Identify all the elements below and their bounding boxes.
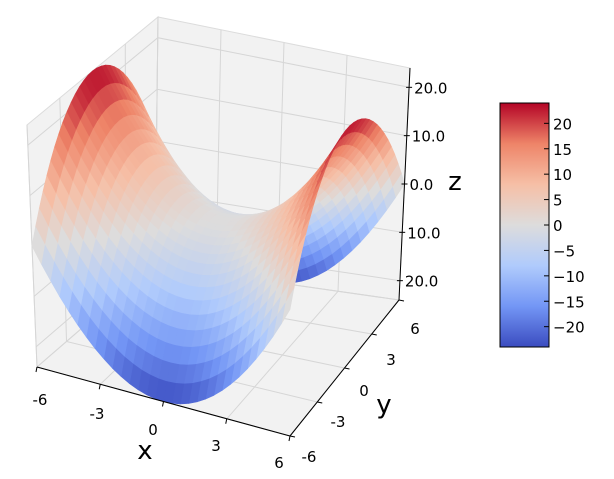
colorbar-gradient <box>499 102 550 348</box>
x-tick-mark <box>98 384 101 390</box>
colorbar-tick-label: 20 <box>553 115 572 133</box>
x-axis-ticks: -6 -3 0 3 6 <box>33 366 291 472</box>
x-tick-mark <box>225 418 228 424</box>
x-tick-label: 6 <box>274 454 284 472</box>
x-axis-label: x <box>137 436 152 466</box>
surface <box>31 64 405 405</box>
z-tick-label: 20.0 <box>414 79 447 97</box>
z-axis-label: z <box>448 167 462 197</box>
x-tick-mark <box>35 366 38 373</box>
y-tick-label: -3 <box>331 413 346 431</box>
z-tick-label: 10.0 <box>407 224 440 242</box>
colorbar-ticks: 20 15 10 5 0 −5 −10 −15 −20 <box>544 115 585 337</box>
colorbar-tick-label: 5 <box>553 192 563 210</box>
y-tick-mark <box>317 401 323 404</box>
colorbar-tick-label: 10 <box>553 166 572 184</box>
y-tick-mark <box>371 333 377 336</box>
x-tick-label: 3 <box>211 437 221 455</box>
y-tick-mark <box>398 299 405 302</box>
z-tick-label: 20.0 <box>405 273 438 291</box>
x-tick-mark <box>162 401 164 407</box>
colorbar-tick-label: −10 <box>553 268 585 286</box>
x-tick-label: 0 <box>148 421 158 439</box>
colorbar: 20 15 10 5 0 −5 −10 −15 −20 <box>499 102 585 348</box>
colorbar-tick-label: −20 <box>553 319 585 337</box>
x-tick-label: -6 <box>33 391 48 409</box>
x-tick-mark <box>288 435 291 442</box>
z-tick-label: 0.0 <box>410 176 434 194</box>
y-tick-mark <box>344 367 350 370</box>
y-tick-label: 3 <box>386 351 396 369</box>
colorbar-tick-label: 0 <box>553 217 563 235</box>
colorbar-tick-label: −5 <box>553 242 575 260</box>
y-axis-label: y <box>376 390 391 420</box>
colorbar-tick-label: −15 <box>553 293 585 311</box>
x-tick-label: -3 <box>90 405 105 423</box>
colorbar-tick-label: 15 <box>553 141 572 159</box>
y-tick-label: 0 <box>359 382 369 400</box>
surface-patch <box>31 226 46 265</box>
y-tick-label: -6 <box>302 448 317 466</box>
z-tick-label: 10.0 <box>412 128 445 146</box>
y-axis-ticks: -6 -3 036 <box>289 299 420 466</box>
y-tick-label: 6 <box>410 320 420 338</box>
y-tick-mark <box>289 435 296 438</box>
z-axis-ticks: 20.0 10.0 0.0 10.0 20.0 <box>396 79 447 291</box>
